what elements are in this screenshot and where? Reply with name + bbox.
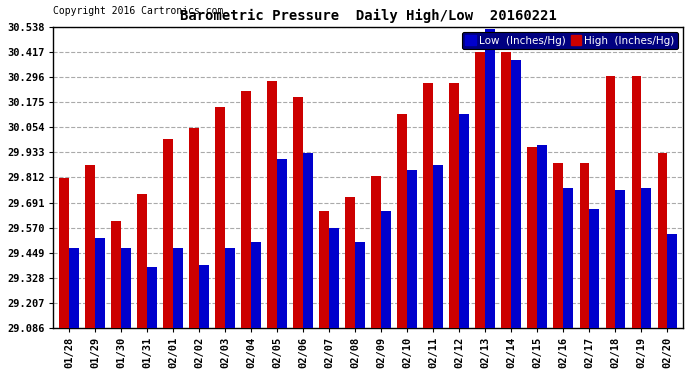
Bar	[667, 234, 678, 328]
Bar	[121, 248, 131, 328]
Bar	[267, 81, 277, 328]
Bar	[189, 128, 199, 328]
Bar	[527, 147, 538, 328]
Bar	[502, 52, 511, 328]
Bar	[407, 170, 417, 328]
Bar	[580, 164, 589, 328]
Bar	[606, 76, 615, 328]
Bar	[475, 52, 485, 328]
Bar	[85, 165, 95, 328]
Bar	[173, 248, 183, 328]
Bar	[346, 196, 355, 328]
Bar	[251, 242, 261, 328]
Bar	[303, 153, 313, 328]
Bar	[225, 248, 235, 328]
Bar	[277, 159, 287, 328]
Bar	[355, 242, 365, 328]
Bar	[433, 165, 443, 328]
Bar	[69, 248, 79, 328]
Bar	[95, 238, 105, 328]
Bar	[424, 82, 433, 328]
Bar	[319, 211, 329, 328]
Bar	[59, 178, 69, 328]
Bar	[111, 221, 121, 328]
Bar	[329, 228, 339, 328]
Bar	[382, 211, 391, 328]
Bar	[589, 209, 600, 328]
Bar	[642, 188, 651, 328]
Bar	[371, 176, 382, 328]
Bar	[137, 195, 147, 328]
Bar	[449, 82, 460, 328]
Bar	[485, 29, 495, 328]
Bar	[553, 164, 563, 328]
Bar	[199, 265, 209, 328]
Bar	[241, 91, 251, 328]
Bar	[511, 60, 521, 328]
Bar	[538, 145, 547, 328]
Title: Barometric Pressure  Daily High/Low  20160221: Barometric Pressure Daily High/Low 20160…	[180, 9, 557, 23]
Text: Copyright 2016 Cartronics.com: Copyright 2016 Cartronics.com	[53, 6, 224, 16]
Bar	[215, 108, 225, 328]
Bar	[615, 190, 625, 328]
Legend: Low  (Inches/Hg), High  (Inches/Hg): Low (Inches/Hg), High (Inches/Hg)	[462, 32, 678, 49]
Bar	[460, 114, 469, 328]
Bar	[293, 97, 303, 328]
Bar	[164, 138, 173, 328]
Bar	[397, 114, 407, 328]
Bar	[563, 188, 573, 328]
Bar	[658, 153, 667, 328]
Bar	[147, 267, 157, 328]
Bar	[631, 76, 642, 328]
